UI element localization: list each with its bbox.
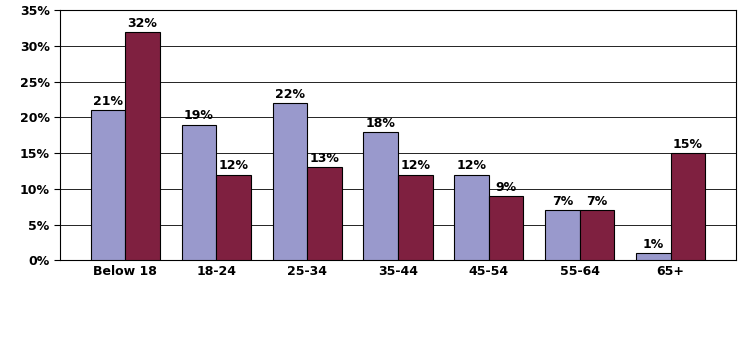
Text: 13%: 13% xyxy=(309,152,339,165)
Bar xyxy=(273,103,307,260)
Text: 21%: 21% xyxy=(93,95,123,108)
Text: 7%: 7% xyxy=(587,195,608,208)
Bar xyxy=(580,210,614,260)
Bar xyxy=(307,168,342,260)
Bar xyxy=(545,210,580,260)
Text: 12%: 12% xyxy=(457,160,487,172)
Text: 12%: 12% xyxy=(219,160,249,172)
Bar xyxy=(125,32,160,260)
Bar xyxy=(398,175,433,260)
Bar xyxy=(671,153,705,260)
Text: 1%: 1% xyxy=(643,238,664,251)
Text: 22%: 22% xyxy=(275,88,305,101)
Bar xyxy=(216,175,251,260)
Bar xyxy=(636,253,671,260)
Text: 18%: 18% xyxy=(366,117,396,130)
Text: 12%: 12% xyxy=(400,160,430,172)
Bar xyxy=(489,196,523,260)
Text: 19%: 19% xyxy=(184,110,214,122)
Text: 9%: 9% xyxy=(496,181,517,194)
Text: 15%: 15% xyxy=(673,138,703,151)
Bar xyxy=(182,125,216,260)
Text: 7%: 7% xyxy=(552,195,573,208)
Text: 32%: 32% xyxy=(128,17,158,30)
Bar xyxy=(91,110,125,260)
Bar xyxy=(363,132,398,260)
Bar xyxy=(454,175,489,260)
